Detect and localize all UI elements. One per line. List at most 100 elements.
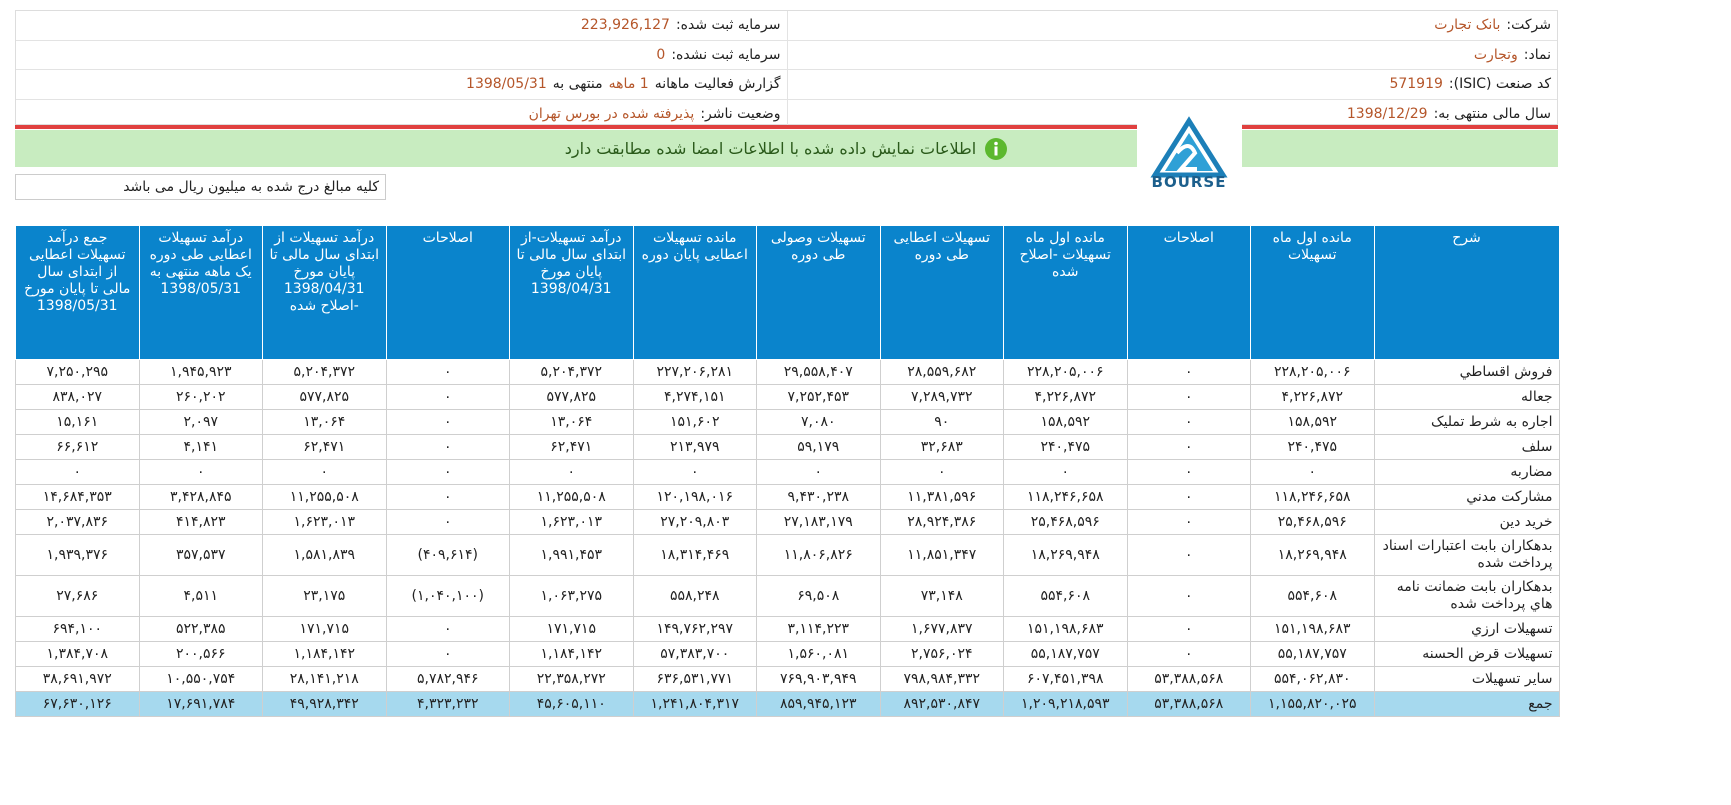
row-label: ساير تسهيلات <box>1373 666 1560 692</box>
column-header: مانده اول ماه تسهیلات -اصلاح شده <box>1003 225 1128 360</box>
value: 1 ماهه <box>608 76 649 93</box>
table-row: مضاربه ۰ ۰ ۰ ۰ ۰ ۰ ۰ ۰ ۰ ۰ ۰ <box>15 459 1560 485</box>
cell: ۰ <box>385 616 510 642</box>
cell: ۰ <box>1126 641 1251 667</box>
cell: ۲۳,۱۷۵ <box>262 575 387 617</box>
divider <box>15 125 1558 129</box>
cell: ۹۰ <box>879 409 1004 435</box>
cell: ۱۵۸,۵۹۲ <box>1250 409 1375 435</box>
info-cell: شرکت: بانک تجارت <box>786 11 1558 40</box>
cell: ۰ <box>138 459 263 485</box>
row-label: بدهکاران بابت ضمانت نامه هاي پرداخت شده <box>1373 575 1560 617</box>
cell: (۱,۰۴۰,۱۰۰) <box>385 575 510 617</box>
logo-graphic: BOURSE <box>1150 116 1228 191</box>
value: پذیرفته شده در بورس تهران <box>528 105 695 122</box>
value: 0 <box>656 46 666 63</box>
cell: ۵۵,۱۸۷,۷۵۷ <box>1250 641 1375 667</box>
cell: ۰ <box>1126 484 1251 510</box>
cell: ۷,۲۵۰,۲۹۵ <box>15 359 140 385</box>
cell: ۱,۱۸۴,۱۴۲ <box>509 641 634 667</box>
unit-note: کلیه مبالغ درج شده به میلیون ریال می باش… <box>15 174 386 200</box>
table-row: ساير تسهيلات ۵۵۴,۰۶۲,۸۳۰ ۵۳,۳۸۸,۵۶۸ ۶۰۷,۴۵۱… <box>15 666 1560 692</box>
info-cell: گزارش فعالیت ماهانه 1 ماهه منتهی به 1398/05… <box>16 70 787 99</box>
header-row: شرح مانده اول ماه تسهیلات اصلاحات مانده اول… <box>15 225 1560 360</box>
cell: ۰ <box>509 459 634 485</box>
cell: ۷۹۸,۹۸۴,۳۳۲ <box>879 666 1004 692</box>
cell: ۱۱,۸۰۶,۸۲۶ <box>756 534 881 576</box>
cell: ۲۱۳,۹۷۹ <box>632 434 757 460</box>
cell: ۰ <box>385 484 510 510</box>
table-row: فروش اقساطي ۲۲۸,۲۰۵,۰۰۶ ۰ ۲۲۸,۲۰۵,۰۰۶ ۲۸,۵۵۹… <box>15 359 1560 385</box>
cell: ۱۲۰,۱۹۸,۰۱۶ <box>632 484 757 510</box>
cell: ۱۱,۸۵۱,۳۴۷ <box>879 534 1004 576</box>
table-row: سلف ۲۴۰,۴۷۵ ۰ ۲۴۰,۴۷۵ ۳۲,۶۸۳ ۵۹,۱۷۹ ۲۱۳,۹۷۹ ۶۲,… <box>15 434 1560 460</box>
cell: ۱۵۱,۱۹۸,۶۸۳ <box>1250 616 1375 642</box>
value[interactable]: بانک تجارت <box>1434 17 1501 34</box>
cell: ۰ <box>1003 459 1128 485</box>
cell: ۱,۶۷۷,۸۳۷ <box>879 616 1004 642</box>
cell: ۵۳,۳۸۸,۵۶۸ <box>1126 666 1251 692</box>
label: کد صنعت (ISIC): <box>1448 76 1551 93</box>
value: 1398/12/29 <box>1346 105 1428 122</box>
cell: ۱۸,۲۶۹,۹۴۸ <box>1003 534 1128 576</box>
cell: ۲۴۰,۴۷۵ <box>1003 434 1128 460</box>
cell: ۵۵,۱۸۷,۷۵۷ <box>1003 641 1128 667</box>
table-row: تسهيلات ارزي ۱۵۱,۱۹۸,۶۸۳ ۰ ۱۵۱,۱۹۸,۶۸۳ ۱,۶۷۷… <box>15 616 1560 642</box>
label: سرمایه ثبت نشده: <box>671 46 781 63</box>
cell: ۵,۷۸۲,۹۴۶ <box>385 666 510 692</box>
row-label: مضاربه <box>1373 459 1560 485</box>
cell: ۲,۰۳۷,۸۳۶ <box>15 509 140 535</box>
cell: ۹,۴۳۰,۲۳۸ <box>756 484 881 510</box>
cell: ۰ <box>1126 434 1251 460</box>
cell: ۱۵۱,۱۹۸,۶۸۳ <box>1003 616 1128 642</box>
cell: ۵۵۴,۰۶۲,۸۳۰ <box>1250 666 1375 692</box>
cell: ۱,۵۸۱,۸۳۹ <box>262 534 387 576</box>
cell: ۶۶,۶۱۲ <box>15 434 140 460</box>
cell: ۵۷,۳۸۳,۷۰۰ <box>632 641 757 667</box>
cell: ۲۷,۲۰۹,۸۰۳ <box>632 509 757 535</box>
cell: ۱,۲۰۹,۲۱۸,۵۹۳ <box>1003 691 1128 717</box>
cell: ۰ <box>1126 459 1251 485</box>
cell: ۵,۲۰۴,۳۷۲ <box>509 359 634 385</box>
cell: ۱۱,۲۵۵,۵۰۸ <box>262 484 387 510</box>
cell: ۲۷,۶۸۶ <box>15 575 140 617</box>
cell: ۳۵۷,۵۳۷ <box>138 534 263 576</box>
row-label: جمع <box>1373 691 1560 717</box>
cell: ۱۸,۲۶۹,۹۴۸ <box>1250 534 1375 576</box>
notice-text: اطلاعات نمایش داده شده با اطلاعات امضا ش… <box>564 139 977 158</box>
info-row: کد صنعت (ISIC): 571919 گزارش فعالیت ماهان… <box>16 70 1557 100</box>
cell: ۲۲۸,۲۰۵,۰۰۶ <box>1250 359 1375 385</box>
cell: ۶۳۶,۵۳۱,۷۷۱ <box>632 666 757 692</box>
cell: ۷,۲۵۲,۴۵۳ <box>756 384 881 410</box>
cell: ۱,۳۸۴,۷۰۸ <box>15 641 140 667</box>
info-row: سال مالی منتهی به: 1398/12/29 وضعیت ناشر:… <box>16 99 1557 128</box>
cell: ۰ <box>1126 359 1251 385</box>
table-row: بدهکاران بابت ضمانت نامه هاي پرداخت شده ۵… <box>15 575 1560 617</box>
info-cell: سرمایه ثبت نشده: 0 <box>16 41 787 70</box>
cell: ۴۹,۹۲۸,۳۴۲ <box>262 691 387 717</box>
column-header: درآمد تسهیلات از ابتدای سال مالی تا پایا… <box>262 225 387 360</box>
table-row: جعاله ۴,۲۲۶,۸۷۲ ۰ ۴,۲۲۶,۸۷۲ ۷,۲۸۹,۷۳۲ ۷,۲۵۲,۴… <box>15 384 1560 410</box>
cell: ۰ <box>385 509 510 535</box>
cell: ۲,۰۹۷ <box>138 409 263 435</box>
cell: ۳,۱۱۴,۲۲۳ <box>756 616 881 642</box>
cell: ۱,۹۳۹,۳۷۶ <box>15 534 140 576</box>
info-cell: نماد: وتجارت <box>786 40 1558 69</box>
cell: ۰ <box>262 459 387 485</box>
label: سال مالی منتهی به: <box>1433 105 1551 122</box>
column-header: مانده تسهیلات اعطایی پایان دوره <box>632 225 757 360</box>
cell: ۰ <box>385 384 510 410</box>
value[interactable]: وتجارت <box>1473 46 1518 63</box>
column-header: درآمد تسهیلات-از ابتدای سال مالی تا پایا… <box>509 225 634 360</box>
cell: ۲۸,۹۲۴,۳۸۶ <box>879 509 1004 535</box>
cell: ۱,۲۴۱,۸۰۴,۳۱۷ <box>632 691 757 717</box>
cell: ۰ <box>385 409 510 435</box>
label: سرمایه ثبت شده: <box>675 17 781 34</box>
cell: ۱۵,۱۶۱ <box>15 409 140 435</box>
cell: ۲,۷۵۶,۰۲۴ <box>879 641 1004 667</box>
row-label: اجاره به شرط تمليک <box>1373 409 1560 435</box>
cell: ۴,۲۲۶,۸۷۲ <box>1250 384 1375 410</box>
label: گزارش فعالیت ماهانه <box>654 76 781 93</box>
column-header: شرح <box>1373 225 1560 360</box>
